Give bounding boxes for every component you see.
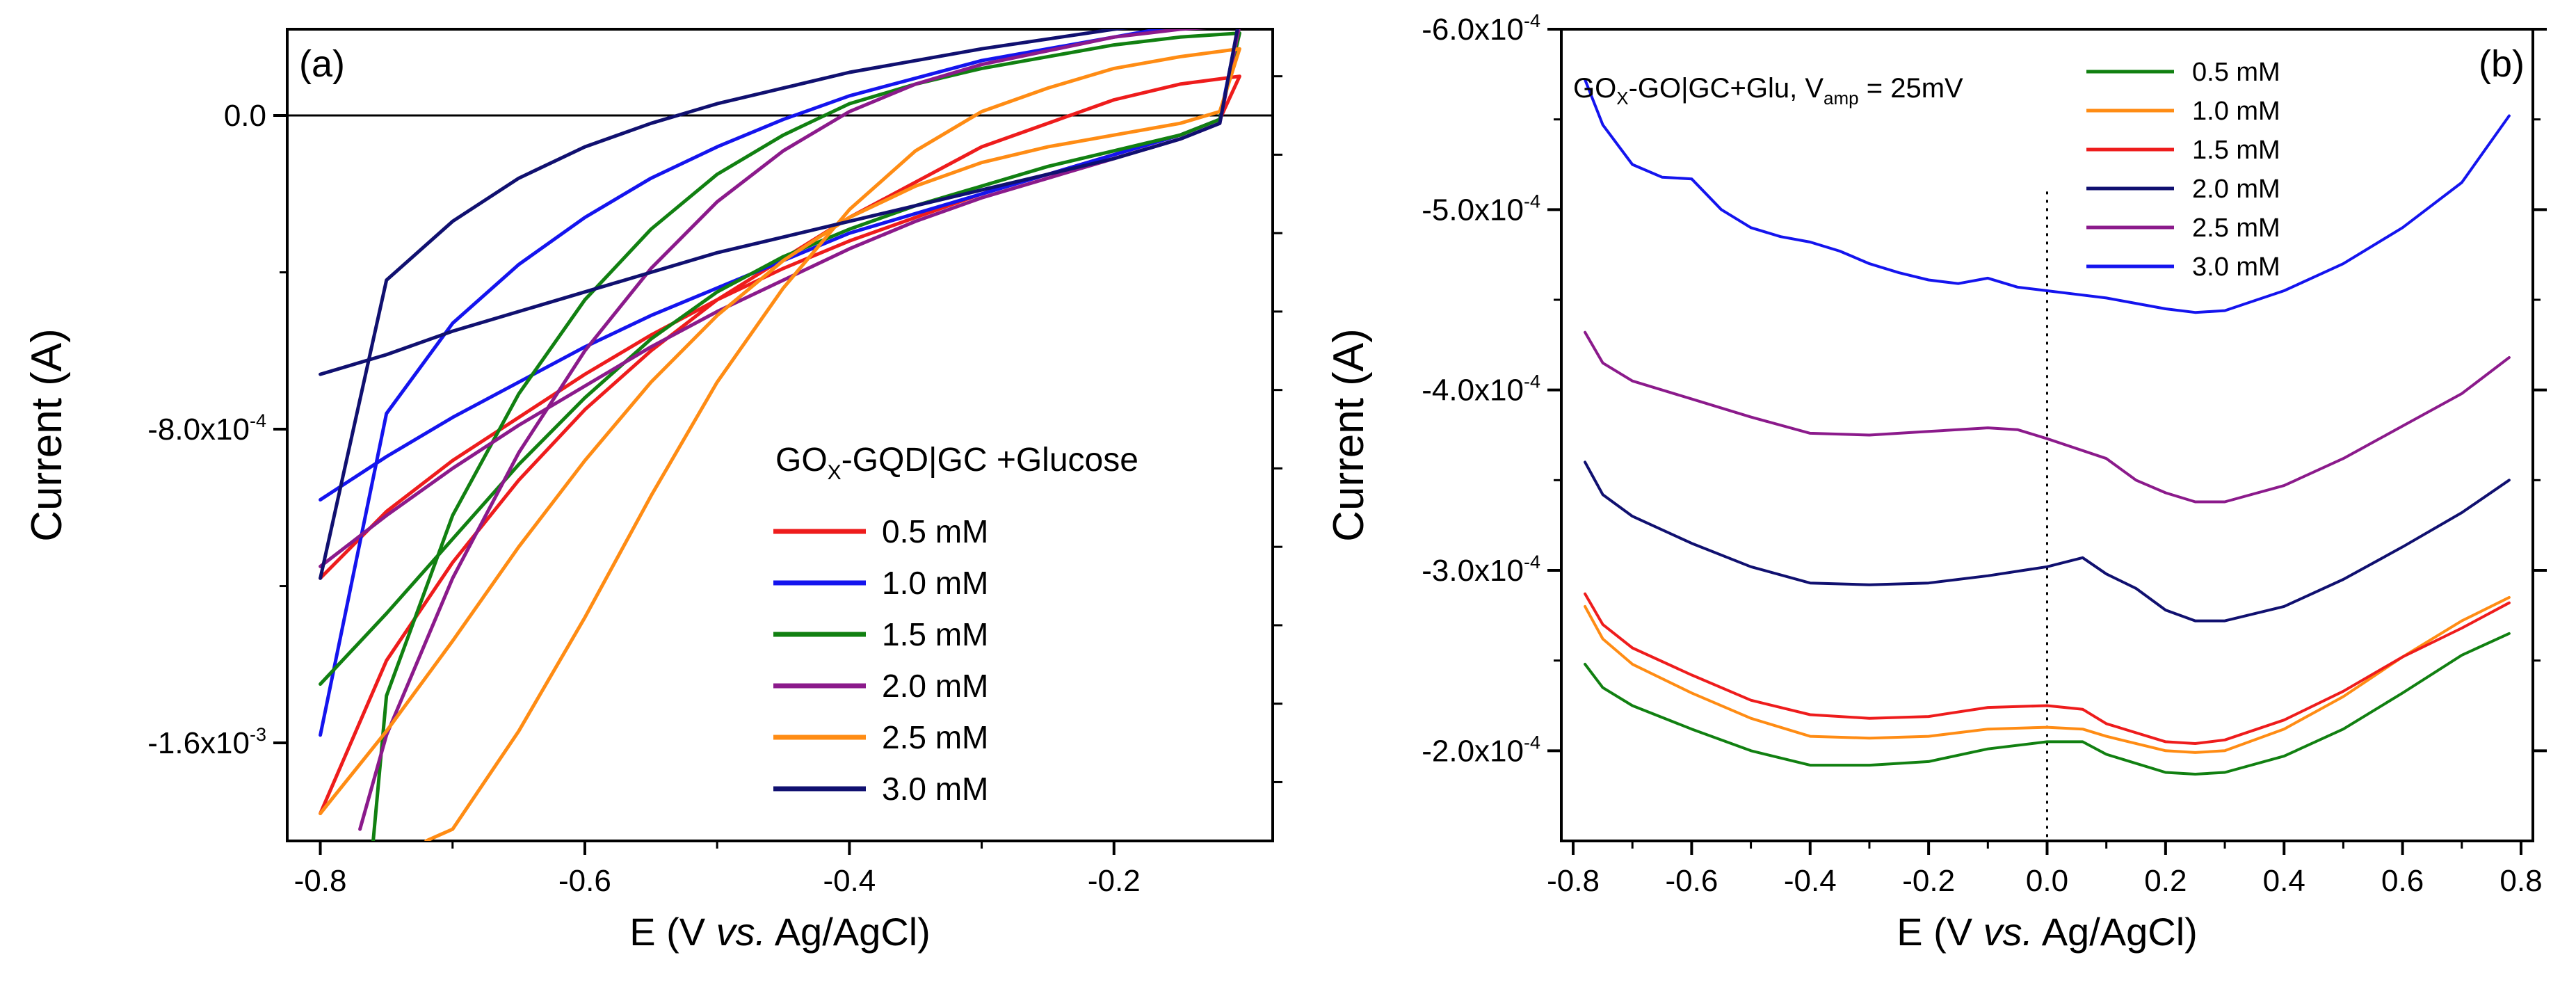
legend-label: 2.5 mM bbox=[882, 719, 988, 755]
x-tick-label: 0.6 bbox=[2381, 864, 2424, 898]
x-tick-label: -0.4 bbox=[1784, 864, 1837, 898]
series-line-3-0-mM bbox=[319, 29, 1239, 580]
legend-label: 0.5 mM bbox=[2192, 58, 2280, 87]
panel-b: -0.8 -0.6 -0.4 -0.2 0.0 0.2 0.4 0.6 0.8 -6.0x10-4… bbox=[1325, 10, 2547, 954]
y-tick-label: -6.0x10-4 bbox=[1422, 10, 1540, 47]
legend-label: 1.5 mM bbox=[882, 616, 988, 652]
legend-title: GOX-GQD|GC +Glucose bbox=[775, 442, 1138, 484]
legend-label: 1.0 mM bbox=[2192, 97, 2280, 126]
series-group bbox=[1584, 78, 2511, 776]
x-axis-label: E (V vs. Ag/AgCl) bbox=[629, 910, 931, 954]
plot-frame-a bbox=[286, 28, 1274, 842]
y-tick-label: -4.0x10-4 bbox=[1422, 371, 1540, 408]
series-group bbox=[319, 29, 1241, 841]
series-line-2-5-mM bbox=[319, 47, 1241, 841]
series-line-1-0-mM bbox=[1584, 595, 2511, 754]
legend-label: 0.5 mM bbox=[882, 513, 988, 549]
x-tick-label: 0.8 bbox=[2499, 864, 2542, 898]
y-tick-label: 0.0 bbox=[224, 99, 266, 133]
y-tick-label: -5.0x10-4 bbox=[1422, 191, 1540, 227]
condition-annotation: GOX-GO|GC+Glu, Vamp = 25mV bbox=[1573, 73, 1963, 109]
y-tick-label: -1.6x10-3 bbox=[147, 724, 266, 760]
legend-label: 2.5 mM bbox=[2192, 214, 2280, 243]
x-tick-label: -0.4 bbox=[823, 864, 876, 898]
panel-label: (b) bbox=[2479, 43, 2525, 85]
y-tick-label: -8.0x10-4 bbox=[147, 410, 266, 447]
panel-a: -0.8 -0.6 -0.4 -0.2 0.0 -8.0x10-4 -1.6x10-3 E (… bbox=[23, 28, 1282, 954]
x-tick-label: -0.2 bbox=[1902, 864, 1955, 898]
series-line-2-5-mM bbox=[1584, 330, 2511, 504]
x-tick-label: 0.2 bbox=[2144, 864, 2187, 898]
x-tick-label: -0.8 bbox=[1547, 864, 1600, 898]
x-tick-label: -0.8 bbox=[294, 864, 347, 898]
legend-label: 1.0 mM bbox=[882, 565, 988, 601]
legend-label: 3.0 mM bbox=[882, 771, 988, 807]
x-axis-label: E (V vs. Ag/AgCl) bbox=[1897, 910, 2198, 954]
legend-label: 2.0 mM bbox=[882, 668, 988, 704]
series-line-0-5-mM bbox=[1584, 632, 2511, 776]
series-line-2-0-mM bbox=[1584, 460, 2511, 623]
legend-label: 3.0 mM bbox=[2192, 252, 2280, 282]
series-line-1-5-mM bbox=[1584, 592, 2511, 745]
legend-label: 2.0 mM bbox=[2192, 175, 2280, 204]
x-tick-label: -0.6 bbox=[558, 864, 611, 898]
series-line-1-0-mM bbox=[319, 29, 1240, 737]
panel-label: (a) bbox=[299, 43, 345, 85]
x-tick-label: -0.6 bbox=[1665, 864, 1718, 898]
x-tick-label: 0.0 bbox=[2026, 864, 2068, 898]
x-tick-label: -0.2 bbox=[1088, 864, 1141, 898]
y-axis-label: Current (A) bbox=[23, 328, 71, 542]
legend-a: GOX-GQD|GC +Glucose 0.5 mM 1.0 mM 1.5 mM 2.0… bbox=[773, 442, 1138, 807]
y-axis-label: Current (A) bbox=[1325, 328, 1373, 542]
series-line-2-0-mM bbox=[319, 29, 1241, 831]
series-line-3-0-mM bbox=[1584, 78, 2511, 314]
y-tick-label: -3.0x10-4 bbox=[1422, 552, 1540, 588]
legend-b: 0.5 mM 1.0 mM 1.5 mM 2.0 mM 2.5 mM 3.0 mM bbox=[2086, 58, 2280, 282]
legend-label: 1.5 mM bbox=[2192, 136, 2280, 165]
y-tick-label: -2.0x10-4 bbox=[1422, 732, 1540, 768]
x-tick-label: 0.4 bbox=[2263, 864, 2305, 898]
